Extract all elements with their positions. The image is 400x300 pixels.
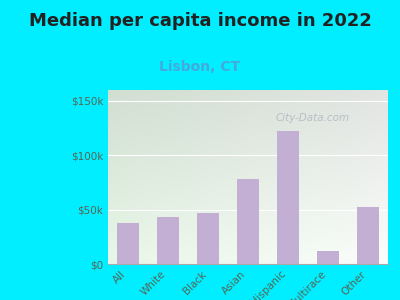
Bar [237,179,259,264]
Text: Median per capita income in 2022: Median per capita income in 2022 [28,12,372,30]
Text: City-Data.com: City-Data.com [275,113,350,123]
Bar [197,213,219,264]
Bar [317,251,339,264]
Bar [157,217,179,264]
Bar [277,131,299,264]
Bar [357,208,379,264]
Bar [117,223,139,264]
Text: Lisbon, CT: Lisbon, CT [160,60,240,74]
